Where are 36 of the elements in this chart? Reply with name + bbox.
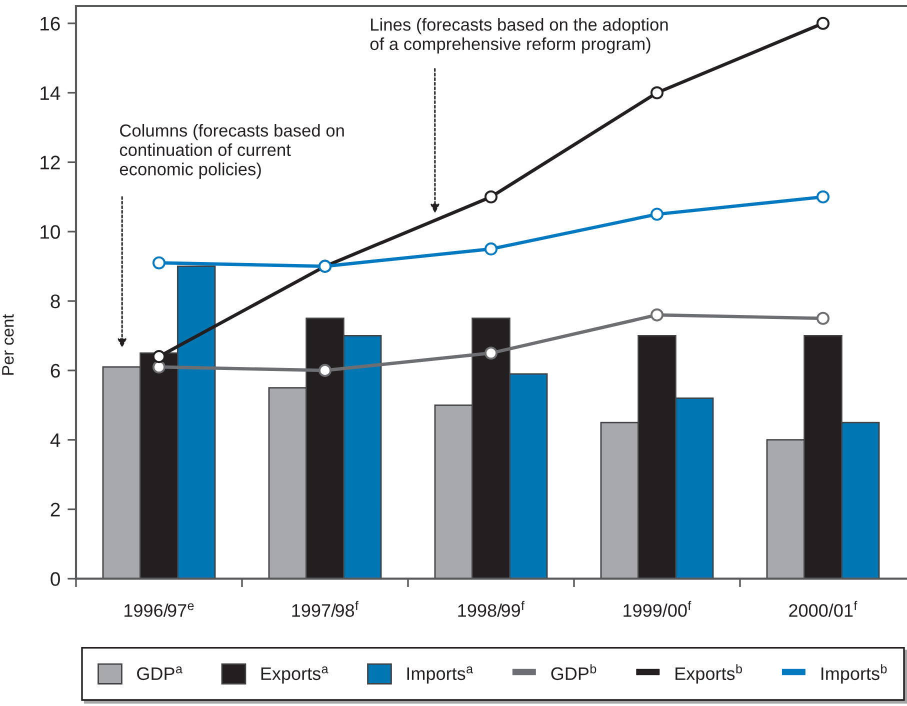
point — [152, 360, 166, 374]
point — [152, 350, 166, 364]
y-tick-label: 10 — [40, 225, 60, 239]
legend-label: Exports$^{b}$ — [676, 664, 742, 684]
x-tick-label: 1999/00$^{f}$ — [624, 600, 692, 617]
y-tick-label: 2 — [50, 502, 60, 516]
point — [484, 242, 498, 256]
y-axis-title: Per cent — [2, 314, 14, 375]
point — [318, 364, 332, 377]
y-tick-label: 14 — [40, 86, 60, 100]
point — [484, 190, 498, 204]
y-tick-label: 12 — [40, 156, 60, 170]
y-tick-label: 6 — [50, 364, 60, 378]
y-tick-label: 4 — [50, 434, 60, 447]
point — [816, 312, 830, 325]
x-tick-label: 1998/99$^{f}$ — [458, 600, 525, 617]
y-tick-label: 16 — [40, 16, 60, 31]
point — [484, 346, 498, 360]
y-tick-label: 0 — [50, 572, 60, 586]
legend-label: Imports$^{a}$ — [407, 666, 474, 684]
legend-label: Exports$^{a}$ — [261, 666, 328, 684]
y-tick-label: 8 — [50, 294, 60, 308]
point — [152, 256, 166, 270]
point — [816, 190, 830, 204]
point — [650, 308, 664, 322]
x-tick-label: 1996/97$^{e}$ — [124, 603, 194, 617]
x-tick-label: 1997/98$^{f}$ — [292, 600, 359, 617]
x-tick-label: 2000/01$^{f}$ — [789, 600, 858, 617]
legend-label: GDP$^{b}$ — [551, 664, 596, 680]
point — [816, 16, 830, 30]
point — [650, 86, 664, 100]
legend-label: Imports$^{b}$ — [822, 664, 887, 684]
annotation: Columns (forecasts based on continuation of current economic policies) — [120, 124, 344, 179]
annotation: Lines (forecasts based on the adoption of a comprehensive reform program) — [370, 18, 668, 54]
legend-label: GDP$^{a}$ — [137, 666, 182, 680]
point — [650, 208, 664, 221]
